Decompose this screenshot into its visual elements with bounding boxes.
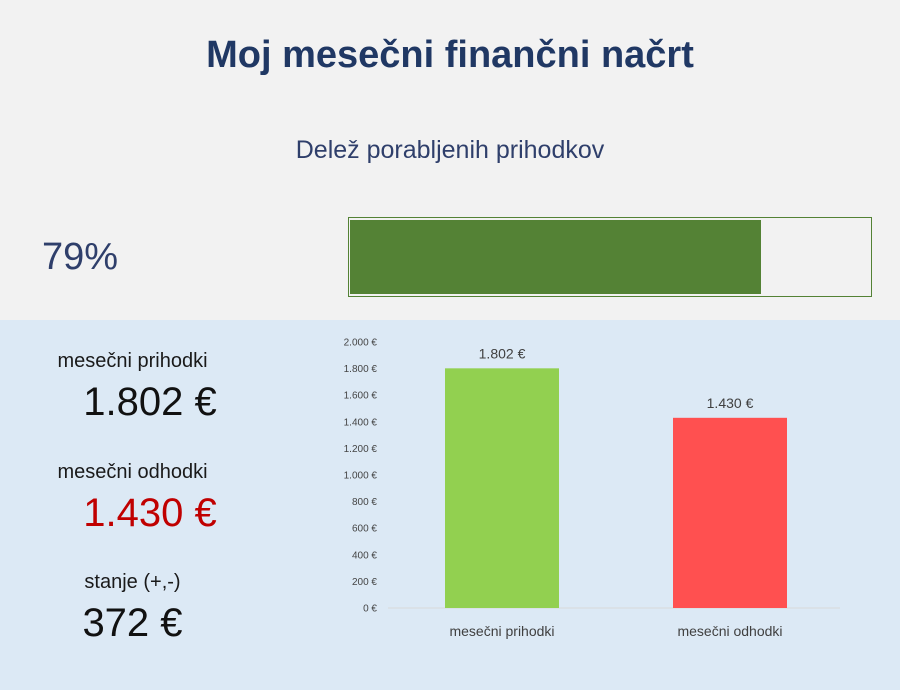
progress-bar [348, 217, 872, 297]
progress-bar-fill [350, 220, 761, 294]
category-label-2: mesečni odhodki [677, 623, 782, 639]
y-tick-label: 2.000 € [344, 338, 378, 349]
y-tick-label: 1.000 € [344, 471, 378, 482]
expense-label: mesečni odhodki [57, 461, 208, 483]
balance-label: stanje (+,-) [84, 571, 181, 593]
y-tick-label: 200 € [352, 577, 377, 588]
progress-panel: Moj mesečni finančni načrt Delež porablj… [0, 0, 900, 320]
y-tick-label: 400 € [352, 550, 377, 561]
category-label-1: mesečni prihodki [449, 623, 554, 639]
bar-1 [445, 368, 559, 608]
bar-2 [673, 417, 787, 608]
data-label-1: 1.802 € [479, 345, 526, 361]
expense-value: 1.430 € [83, 491, 217, 535]
page-title: Moj mesečni finančni načrt [206, 34, 694, 76]
y-tick-label: 1.400 € [344, 417, 378, 428]
y-tick-label: 1.600 € [344, 391, 378, 402]
y-tick-label: 0 € [363, 604, 377, 615]
income-label: mesečni prihodki [57, 350, 208, 372]
balance-value: 372 € [82, 601, 183, 645]
y-tick-label: 600 € [352, 524, 377, 535]
data-label-2: 1.430 € [707, 395, 754, 411]
y-tick-label: 800 € [352, 497, 377, 508]
income-value: 1.802 € [83, 380, 217, 424]
y-tick-label: 1.200 € [344, 444, 378, 455]
progress-subtitle: Delež porabljenih prihodkov [295, 136, 605, 164]
y-tick-label: 1.800 € [344, 364, 378, 375]
progress-percent: 79% [42, 236, 119, 278]
bar-chart: 0 € 200 € 400 € 600 € 800 € 1.000 € 1.200 € 1.4… [344, 338, 840, 639]
